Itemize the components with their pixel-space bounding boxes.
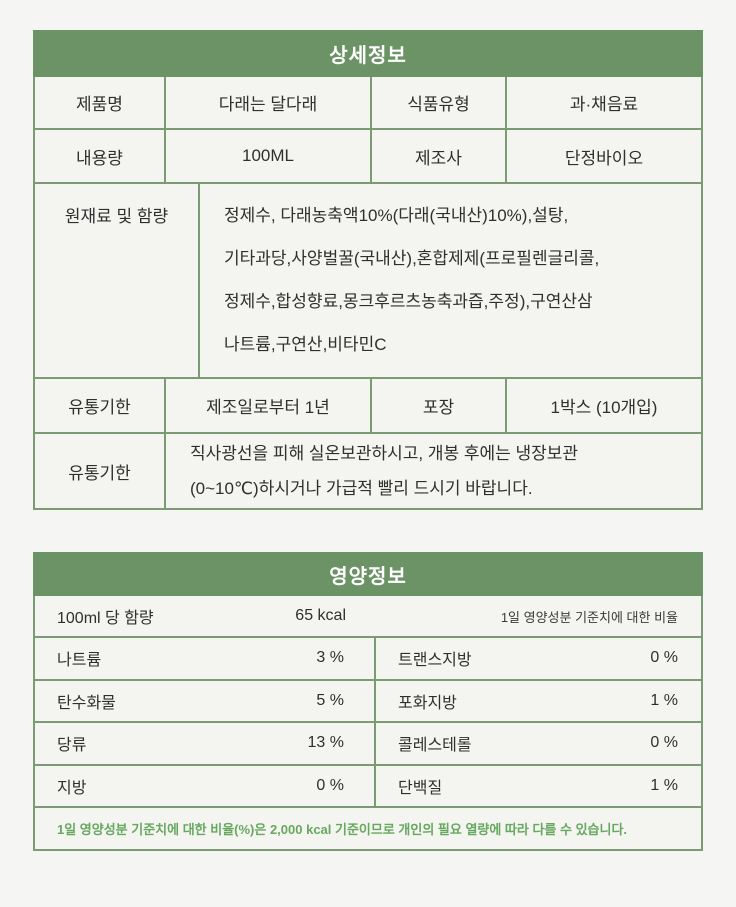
nutrient-value: 1 % <box>650 691 678 709</box>
nutrient-cell: 트랜스지방 0 % <box>376 638 701 679</box>
shelf-life-label: 유통기한 <box>35 379 166 432</box>
nutrient-label: 콜레스테롤 <box>398 737 472 755</box>
nutrient-row: 탄수화물 5 % 포화지방 1 % <box>35 680 701 723</box>
nutrient-label: 나트륨 <box>57 652 102 670</box>
nutrient-cell: 단백질 1 % <box>376 766 701 807</box>
food-type-value: 과·채음료 <box>569 95 639 114</box>
ingredients-row: 원재료 및 함량 정제수, 다래농축액10%(다래(국내산)10%),설탕, 기… <box>35 184 701 379</box>
serving-left: 100ml 당 함량 65 kcal <box>35 596 376 636</box>
nutrient-label: 당류 <box>57 737 87 755</box>
ingredients-line: 나트륨,구연산,비타민C <box>224 335 387 354</box>
nutrient-value: 1 % <box>650 776 678 794</box>
shelf-life-value: 제조일로부터 1년 <box>166 379 372 432</box>
nutrient-cell: 콜레스테롤 0 % <box>376 723 701 764</box>
nutrient-value: 0 % <box>316 776 344 794</box>
nutrient-value: 3 % <box>316 649 344 667</box>
ingredients-line: 기타과당,사양벌꿀(국내산),혼합제제(프로필렌글리콜, <box>224 249 600 268</box>
food-type-label: 식품유형 <box>372 77 507 128</box>
storage-value: 직사광선을 피해 실온보관하시고, 개봉 후에는 냉장보관 (0~10℃)하시거… <box>166 434 701 508</box>
volume-label: 내용량 <box>35 130 166 182</box>
section-gap <box>33 510 703 552</box>
nutrient-cell: 지방 0 % <box>35 765 376 806</box>
nutrient-cell: 포화지방 1 % <box>376 681 701 722</box>
nutrient-label: 지방 <box>57 779 87 797</box>
storage-row: 유통기한 직사광선을 피해 실온보관하시고, 개봉 후에는 냉장보관 (0~10… <box>35 434 701 508</box>
packaging-label: 포장 <box>372 379 507 432</box>
nutrient-row: 당류 13 % 콜레스테롤 0 % <box>35 723 701 766</box>
ingredients-line: 정제수,합성향료,몽크후르츠농축과즙,주정),구연산삼 <box>224 292 593 311</box>
product-name-label: 제품명 <box>35 77 166 128</box>
nutrition-table: 영양정보 100ml 당 함량 65 kcal 1일 영양성분 기준치에 대한 … <box>33 552 703 851</box>
nutrient-cell: 나트륨 3 % <box>35 638 376 679</box>
detail-table-body: 제품명 다래는 달다래 식품유형 과·채음료 내용량 100ML 제조사 단정바… <box>33 77 703 510</box>
nutrient-cell: 당류 13 % <box>35 723 376 764</box>
manufacturer-value: 단정바이오 <box>564 148 644 168</box>
serving-kcal: 65 kcal <box>295 607 346 624</box>
nutrient-label: 포화지방 <box>398 694 457 712</box>
daily-value-footnote: 1일 영양성분 기준치에 대한 비율(%)은 2,000 kcal 기준이므로 … <box>57 822 628 837</box>
packaging-value: 1박스 (10개입) <box>550 398 658 417</box>
nutrient-row: 나트륨 3 % 트랜스지방 0 % <box>35 638 701 681</box>
storage-line: (0~10℃)하시거나 가급적 빨리 드시기 바랍니다. <box>190 479 533 498</box>
table-row: 제품명 다래는 달다래 식품유형 과·채음료 <box>35 77 701 130</box>
nutrition-table-title: 영양정보 <box>33 552 703 596</box>
nutrient-value: 0 % <box>650 649 678 667</box>
storage-label: 유통기한 <box>35 434 166 508</box>
table-row: 유통기한 제조일로부터 1년 포장 1박스 (10개입) <box>35 379 701 434</box>
nutrient-label: 트랜스지방 <box>398 652 472 670</box>
nutrition-table-body: 100ml 당 함량 65 kcal 1일 영양성분 기준치에 대한 비율 나트… <box>33 596 703 851</box>
nutrient-label: 단백질 <box>398 779 443 797</box>
product-name-value: 다래는 달다래 <box>166 77 372 128</box>
nutrient-value: 13 % <box>307 734 344 752</box>
ingredients-value: 정제수, 다래농축액10%(다래(국내산)10%),설탕, 기타과당,사양벌꿀(… <box>200 184 701 377</box>
table-row: 내용량 100ML 제조사 단정바이오 <box>35 130 701 184</box>
nutrient-row: 지방 0 % 단백질 1 % <box>35 765 701 808</box>
volume-value: 100ML <box>166 130 372 182</box>
serving-row: 100ml 당 함량 65 kcal 1일 영양성분 기준치에 대한 비율 <box>35 596 701 638</box>
serving-label: 100ml 당 함량 <box>57 610 154 627</box>
nutrient-value: 0 % <box>650 734 678 752</box>
daily-value-note: 1일 영양성분 기준치에 대한 비율 <box>500 609 678 625</box>
storage-line: 직사광선을 피해 실온보관하시고, 개봉 후에는 냉장보관 <box>190 444 579 463</box>
detail-table-title: 상세정보 <box>33 30 703 77</box>
nutrient-cell: 탄수화물 5 % <box>35 680 376 721</box>
ingredients-line: 정제수, 다래농축액10%(다래(국내산)10%),설탕, <box>224 206 569 225</box>
ingredients-label: 원재료 및 함량 <box>35 184 200 377</box>
nutrient-label: 탄수화물 <box>57 694 116 712</box>
serving-right: 1일 영양성분 기준치에 대한 비율 <box>376 596 701 636</box>
manufacturer-label: 제조사 <box>372 130 507 182</box>
nutrient-value: 5 % <box>316 691 344 709</box>
detail-info-table: 상세정보 제품명 다래는 달다래 식품유형 과·채음료 내용량 100ML 제조… <box>33 30 703 510</box>
